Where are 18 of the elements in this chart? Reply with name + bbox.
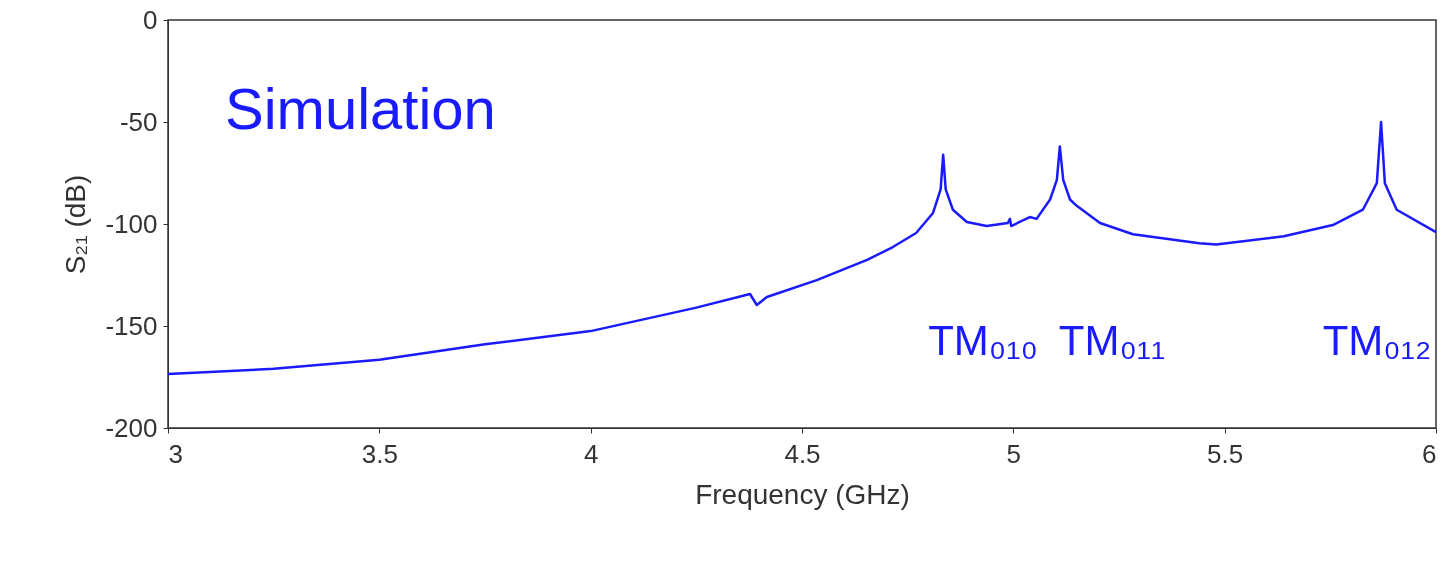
x-tick-label: 5 bbox=[1006, 438, 1022, 469]
x-tick-label: 5.5 bbox=[1207, 438, 1244, 469]
x-tick-label: 6 bbox=[1422, 438, 1437, 469]
annotation: TM₀₁₀ bbox=[928, 317, 1038, 364]
x-tick-label: 4.5 bbox=[784, 438, 821, 469]
annotation: Simulation bbox=[225, 76, 496, 141]
y-tick-label: -50 bbox=[119, 106, 158, 137]
x-axis-title: Frequency (GHz) bbox=[695, 478, 910, 510]
x-tick-label: 3.5 bbox=[361, 438, 398, 469]
y-tick-label: -100 bbox=[105, 208, 158, 239]
annotation: TM₀₁₂ bbox=[1322, 317, 1432, 364]
y-axis-title: S₂₁ (dB) bbox=[60, 174, 92, 275]
x-tick-label: 4 bbox=[583, 438, 599, 469]
y-tick-label: 0 bbox=[143, 4, 158, 35]
annotation: TM₀₁₁ bbox=[1058, 317, 1166, 364]
y-tick-label: -150 bbox=[105, 310, 158, 341]
y-tick-label: -200 bbox=[105, 412, 158, 443]
x-tick-label: 3 bbox=[168, 438, 183, 469]
